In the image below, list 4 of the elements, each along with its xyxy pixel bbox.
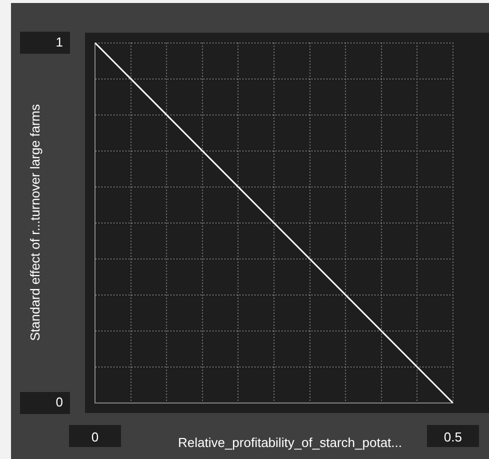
y-tick-label: 1 — [56, 34, 63, 50]
x-axis-title: Relative_profitability_of_starch_potat... — [176, 434, 403, 452]
x-tick-label: 0.5 — [444, 429, 462, 444]
y-axis-title: Standard effect of r...turnover large farms — [28, 103, 42, 343]
